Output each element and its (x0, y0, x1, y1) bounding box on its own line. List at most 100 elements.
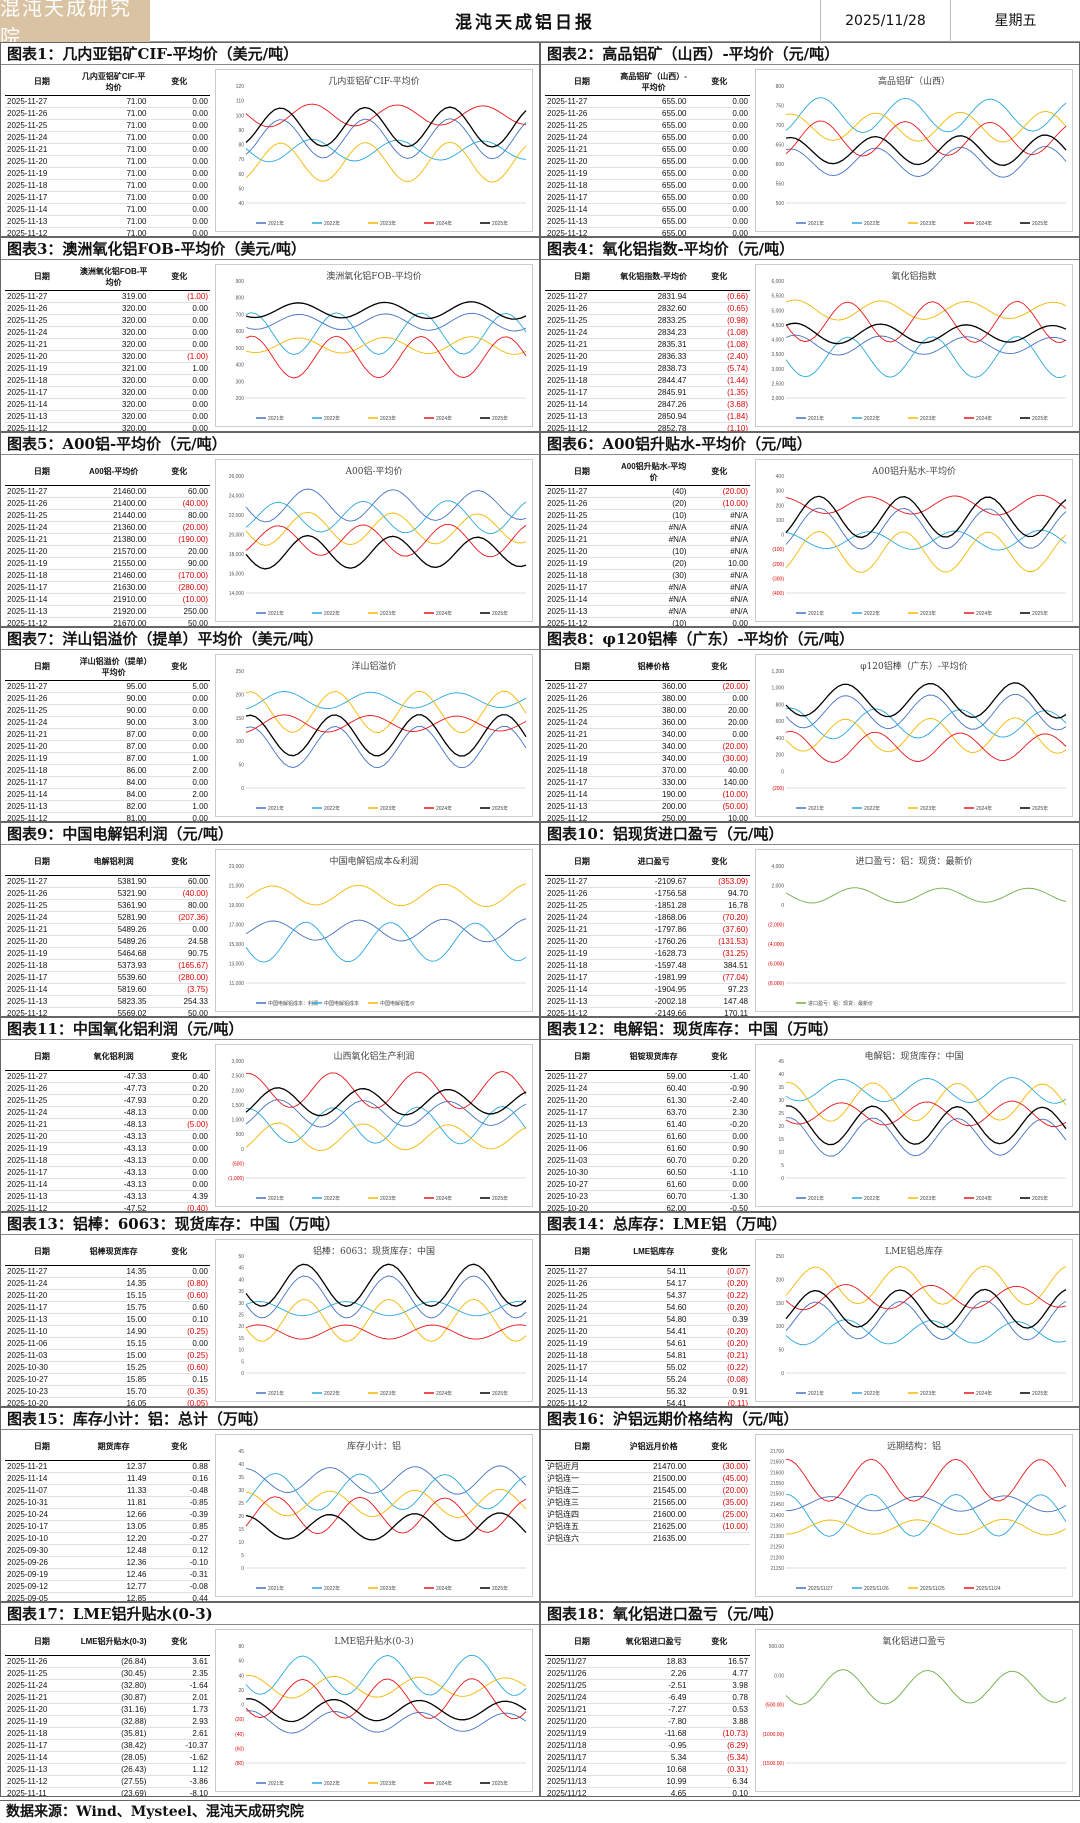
y-tick-label: 30 (778, 1098, 784, 1104)
value-cell: 11.81 (78, 1496, 149, 1509)
change-cell: -0.27 (148, 1532, 210, 1545)
chart-title: 高品铝矿（山西） (877, 77, 950, 87)
value-cell: 54.81 (618, 1349, 689, 1362)
value-cell: 21630.00 (78, 581, 149, 594)
value-cell: -2109.67 (618, 875, 689, 888)
table-row: 2025-11-17 2845.91 (1.35) (545, 386, 750, 399)
change-cell: 2.30 (688, 1106, 750, 1119)
chart-svg: 900 800 700 600 500 400 300 200 2021年 2022年 2023年 2… (236, 279, 527, 422)
y-tick-label: 21200 (770, 1555, 784, 1561)
change-cell: 0.00 (688, 107, 750, 120)
y-tick-label: 0.00 (774, 1673, 784, 1679)
y-tick-label: 5 (781, 1163, 784, 1169)
column-header: A00铝升贴水-平均价 (618, 459, 689, 486)
date-cell: 2025-10-30 (545, 1166, 619, 1179)
value-cell: 71.00 (78, 107, 149, 120)
y-tick-label: 0 (241, 786, 244, 792)
y-tick-label: 800 (236, 296, 245, 302)
chart-panel: 80 60 40 20 0 (20) (40) (60) (80) 2021年 2022年 2023年… (215, 1629, 533, 1792)
table-header-row: 日期 高品铝矿（山西）-平均价 变化 (545, 69, 750, 96)
date-cell: 2025-11-06 (545, 1142, 619, 1155)
value-cell: 60.50 (618, 1166, 689, 1179)
y-tick-label: (20) (235, 1717, 244, 1723)
y-tick-label: (200) (772, 786, 784, 792)
change-cell: (0.20) (688, 1277, 750, 1290)
y-tick-label: (6,000) (768, 962, 784, 968)
date-cell: 2025-11-21 (545, 143, 619, 156)
change-cell: 0.00 (148, 692, 210, 705)
y-tick-label: 1,200 (771, 669, 784, 675)
y-tick-label: 0 (241, 1147, 244, 1153)
chart-panel: 26,000 24,000 22,000 20,000 18,000 16,000 14,0… (215, 459, 533, 622)
table-row: 2025-09-26 12.36 -0.10 (5, 1556, 210, 1569)
value-cell: 21670.00 (78, 617, 149, 626)
y-tick-label: 700 (236, 312, 245, 318)
value-cell: 21910.00 (78, 593, 149, 606)
date-cell: 2025-10-27 (545, 1178, 619, 1191)
y-tick-label: 650 (776, 143, 785, 149)
table-row: 2025-11-19 655.00 0.00 (545, 167, 750, 180)
change-cell: 170.11 (688, 1007, 750, 1016)
column-header: LME铝升贴水(0-3) (78, 1629, 149, 1656)
data-table: 日期 进口盈亏 变化 2025-11-27 -2109.67 (353.09) 2025-1… (545, 849, 750, 1016)
date-cell: 2025-11-24 (545, 521, 619, 534)
chart-title: A00铝升贴水-平均价 (872, 467, 956, 477)
legend-label: 2022年 (864, 415, 880, 422)
table-row: 2025-11-27 360.00 (20.00) (545, 680, 750, 693)
y-tick-label: 40 (238, 1277, 244, 1283)
change-cell: (1.08) (688, 338, 750, 351)
value-cell: 54.60 (618, 1301, 689, 1314)
table-row: 2025-11-24 -1868.06 (70.20) (545, 911, 750, 924)
date-cell: 2025/11/27 (545, 1655, 619, 1668)
date-cell: 2025/11/26 (545, 1667, 619, 1680)
value-cell: -11.68 (618, 1727, 689, 1740)
value-cell: #N/A (618, 533, 689, 546)
change-cell: 0.00 (688, 215, 750, 228)
column-header: 日期 (5, 1629, 79, 1656)
date-cell: 2025-11-26 (5, 107, 79, 120)
y-tick-label: 500 (776, 201, 785, 207)
change-cell: 5.00 (148, 680, 210, 693)
date-cell: 2025-11-13 (5, 410, 79, 423)
column-header: 变化 (148, 459, 210, 486)
date-cell: 2025-11-26 (5, 302, 79, 315)
value-cell: 54.17 (618, 1277, 689, 1290)
date-cell: 2025-11-25 (5, 1667, 79, 1680)
value-cell: -1756.58 (618, 887, 689, 900)
date-cell: 2025-11-12 (5, 812, 79, 821)
column-header: 变化 (688, 849, 750, 876)
table-row: 2025-11-27 95.00 5.00 (5, 680, 210, 693)
value-cell: 655.00 (618, 203, 689, 216)
date-cell: 2025-11-12 (5, 422, 79, 431)
table-row: 2025-11-12 (10) 0.00 (545, 617, 750, 626)
table-row: 2025-11-10 61.60 0.00 (545, 1130, 750, 1143)
change-cell: -0.20 (688, 1118, 750, 1131)
change-cell: (0.31) (688, 1763, 750, 1776)
date-cell: 2025-11-07 (5, 1484, 79, 1497)
y-tick-label: 800 (776, 702, 785, 708)
table-row: 2025-11-27 -2109.67 (353.09) (545, 875, 750, 888)
y-tick-label: 100 (236, 113, 245, 119)
date-cell: 2025-11-25 (5, 509, 79, 522)
data-table: 日期 氧化铝进口盈亏 变化 2025/11/27 18.83 16.57 2025/11/2… (545, 1629, 750, 1796)
value-cell: #N/A (618, 605, 689, 618)
change-cell: 0.00 (148, 704, 210, 717)
date-cell: 2025-11-12 (545, 812, 619, 821)
series-line (785, 707, 1067, 740)
date-cell: 2025/11/21 (545, 1703, 619, 1716)
table-row: 2025-11-17 330.00 140.00 (545, 776, 750, 789)
date-cell: 2025-10-20 (5, 1397, 79, 1406)
series-line (785, 97, 1067, 134)
series-line (245, 725, 527, 769)
change-cell: 0.00 (148, 1178, 210, 1191)
y-tick-label: 80 (238, 1644, 244, 1650)
y-tick-label: 10 (238, 1540, 244, 1546)
column-header: 高品铝矿（山西）-平均价 (618, 69, 689, 96)
table-row: 沪铝连六 21635.00 (545, 1532, 750, 1545)
table-header-row: 日期 期货库存 变化 (5, 1434, 210, 1461)
change-cell: (0.22) (688, 1361, 750, 1374)
y-tick-label: 750 (776, 104, 785, 110)
table-row: 2025-11-19 -43.13 0.00 (5, 1142, 210, 1155)
data-table: 日期 期货库存 变化 2025-11-21 12.37 0.88 2025-11-14 11.… (5, 1434, 210, 1601)
